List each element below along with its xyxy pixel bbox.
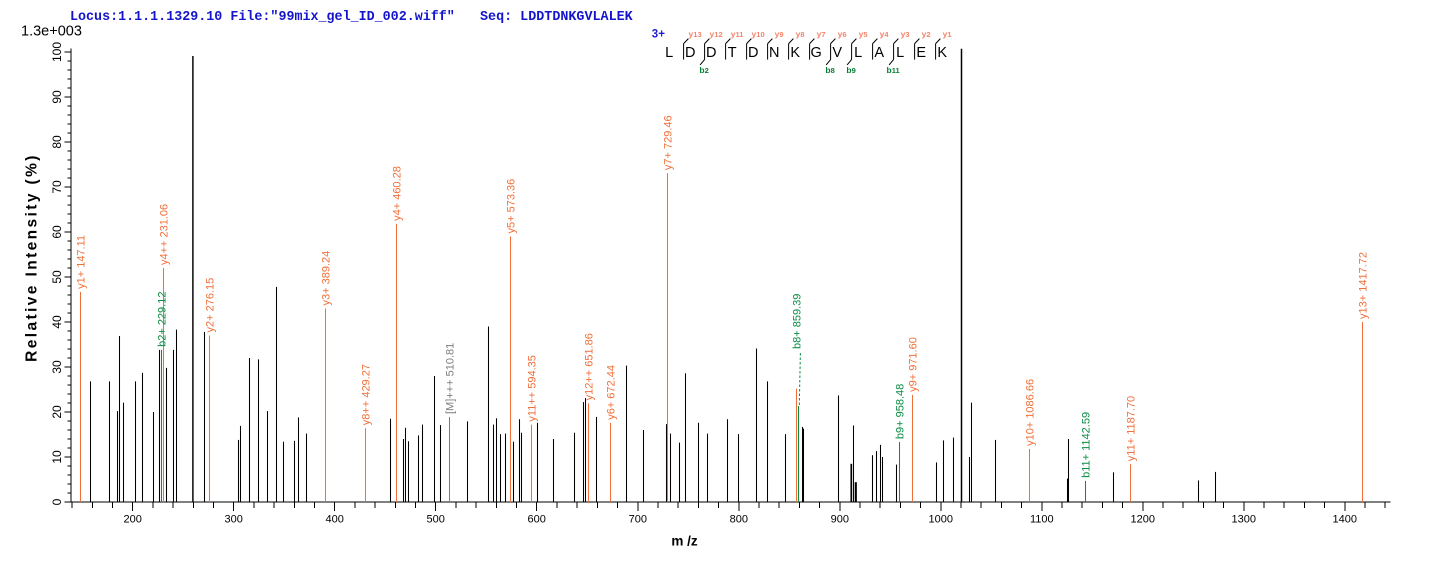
- svg-text:y9+ 971.60: y9+ 971.60: [908, 337, 920, 392]
- svg-text:V: V: [832, 45, 842, 61]
- svg-text:y8: y8: [796, 29, 805, 39]
- svg-text:L: L: [665, 45, 673, 61]
- svg-text:70: 70: [50, 180, 64, 194]
- svg-text:y1: y1: [943, 29, 952, 39]
- svg-text:y3+ 389.24: y3+ 389.24: [321, 251, 333, 306]
- svg-text:y10+ 1086.66: y10+ 1086.66: [1025, 379, 1037, 446]
- svg-text:L: L: [896, 45, 904, 61]
- svg-text:T: T: [728, 45, 737, 61]
- svg-text:y9: y9: [775, 29, 784, 39]
- svg-text:y2+ 276.15: y2+ 276.15: [205, 278, 217, 333]
- svg-text:1.3e+003: 1.3e+003: [21, 24, 82, 40]
- svg-text:y8++ 429.27: y8++ 429.27: [361, 364, 373, 425]
- svg-text:y7: y7: [817, 29, 826, 39]
- svg-text:E: E: [916, 45, 926, 61]
- svg-text:300: 300: [225, 514, 243, 526]
- svg-text:D: D: [685, 45, 695, 61]
- svg-text:y11++ 594.35: y11++ 594.35: [527, 355, 539, 421]
- svg-text:200: 200: [124, 514, 142, 526]
- svg-text:b11: b11: [887, 65, 900, 75]
- svg-text:D: D: [706, 45, 716, 61]
- svg-text:900: 900: [831, 514, 849, 526]
- svg-text:3+: 3+: [652, 28, 665, 40]
- svg-text:A: A: [874, 45, 884, 61]
- svg-text:G: G: [811, 45, 822, 61]
- svg-text:50: 50: [50, 270, 64, 284]
- svg-text:1000: 1000: [929, 514, 953, 526]
- svg-text:m /z: m /z: [671, 534, 698, 549]
- svg-text:y2: y2: [922, 29, 931, 39]
- svg-text:y1+ 147.11: y1+ 147.11: [76, 235, 88, 289]
- svg-text:K: K: [937, 45, 947, 61]
- svg-text:500: 500: [427, 514, 445, 526]
- svg-text:y5+ 573.36: y5+ 573.36: [506, 179, 518, 234]
- svg-text:b2+ 229.12: b2+ 229.12: [157, 292, 169, 347]
- svg-text:1300: 1300: [1232, 514, 1256, 526]
- svg-text:90: 90: [50, 90, 64, 104]
- svg-text:y6: y6: [838, 29, 847, 39]
- svg-text:y12: y12: [710, 29, 723, 39]
- svg-text:y5: y5: [859, 29, 868, 39]
- svg-text:[M]+++ 510.81: [M]+++ 510.81: [445, 343, 457, 414]
- svg-text:y6+ 672.44: y6+ 672.44: [606, 365, 618, 420]
- svg-text:30: 30: [50, 360, 64, 374]
- svg-text:y4+ 460.28: y4+ 460.28: [392, 166, 404, 221]
- svg-text:80: 80: [50, 135, 64, 149]
- svg-text:800: 800: [730, 514, 748, 526]
- svg-text:b9+ 958.48: b9+ 958.48: [895, 384, 907, 439]
- svg-text:60: 60: [50, 225, 64, 239]
- svg-text:Locus:1.1.1.1329.10 File:"99mi: Locus:1.1.1.1329.10 File:"99mix_gel_ID_0…: [70, 10, 455, 25]
- svg-text:K: K: [790, 45, 800, 61]
- svg-text:700: 700: [629, 514, 647, 526]
- svg-text:100: 100: [50, 42, 64, 62]
- svg-text:y13: y13: [689, 29, 702, 39]
- svg-text:Seq: LDDTDNKGVLALEK: Seq: LDDTDNKGVLALEK: [480, 10, 634, 25]
- svg-text:1100: 1100: [1030, 514, 1054, 526]
- svg-text:y10: y10: [752, 29, 765, 39]
- svg-text:1200: 1200: [1131, 514, 1155, 526]
- svg-text:L: L: [854, 45, 862, 61]
- svg-text:y7+ 729.46: y7+ 729.46: [663, 115, 675, 170]
- svg-text:y12++ 651.86: y12++ 651.86: [584, 333, 596, 400]
- svg-text:y3: y3: [901, 29, 910, 39]
- svg-text:b9: b9: [846, 65, 855, 75]
- svg-text:b8+ 859.39: b8+ 859.39: [791, 294, 803, 349]
- svg-text:y4: y4: [880, 29, 890, 39]
- svg-text:b11+ 1142.59: b11+ 1142.59: [1081, 412, 1093, 478]
- svg-text:b2: b2: [699, 65, 708, 75]
- svg-text:10: 10: [50, 450, 64, 464]
- svg-text:40: 40: [50, 315, 64, 329]
- svg-text:b8: b8: [825, 65, 834, 75]
- svg-text:N: N: [769, 45, 779, 61]
- svg-text:0: 0: [50, 498, 64, 505]
- svg-text:400: 400: [326, 514, 344, 526]
- svg-text:D: D: [748, 45, 758, 61]
- svg-text:20: 20: [50, 405, 64, 419]
- svg-text:1400: 1400: [1333, 514, 1357, 526]
- svg-text:y13+ 1417.72: y13+ 1417.72: [1358, 252, 1370, 319]
- svg-text:600: 600: [528, 514, 546, 526]
- svg-text:y11+ 1187.70: y11+ 1187.70: [1126, 396, 1138, 461]
- svg-text:y4++ 231.06: y4++ 231.06: [159, 204, 171, 265]
- svg-text:y11: y11: [731, 29, 744, 39]
- svg-text:Relative Intensity (%): Relative Intensity (%): [24, 153, 41, 362]
